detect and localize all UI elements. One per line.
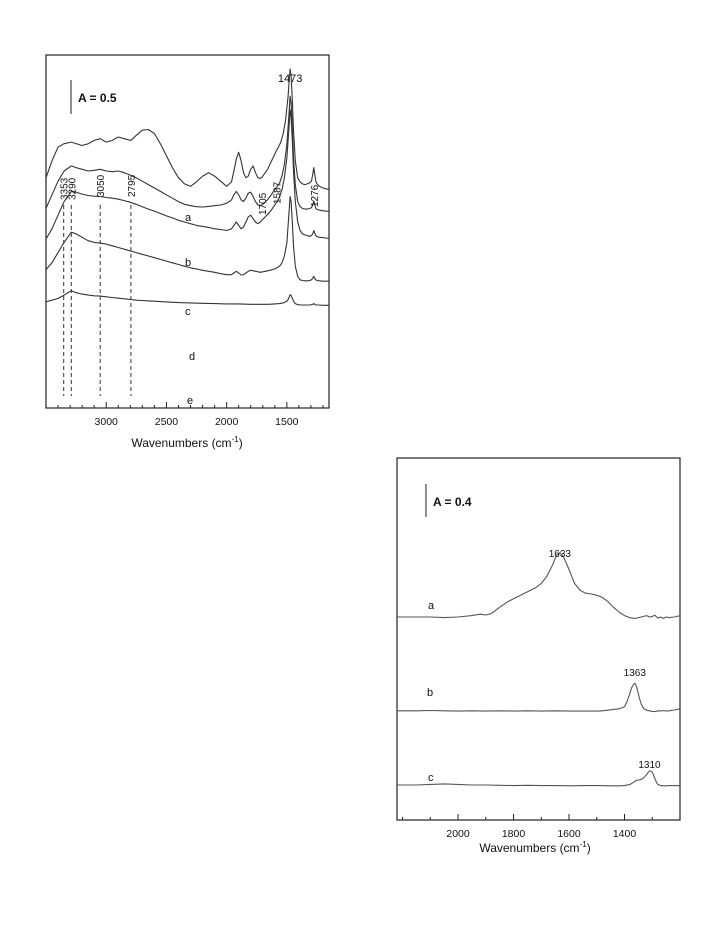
chart-2-series-label-b: b [427,687,433,699]
chart-1-dashed-markers [63,205,132,396]
chart-1-peak-label: 1276 [310,184,321,207]
chart-1-peak-label: 3290 [67,177,78,200]
chart-1-peak-label: 3353 [60,177,71,200]
chart-2-peak-label: 1633 [549,549,572,560]
chart-2-scale-bar: A = 0.4 [425,484,472,517]
chart-1-peak-label: 1705 [258,192,269,215]
chart-1-scale-bar-label: A = 0.5 [78,91,117,105]
chart-1-series-label-a: a [185,212,192,224]
chart-2-series-c [397,770,680,787]
chart-1-series-d [45,195,329,282]
chart-1-series-label-b: b [185,257,191,269]
chart-2-series-label-a: a [428,600,435,612]
chart-1: 3000 2500 2000 1500 Wavenumbers (cm-1) A = … [45,54,330,450]
chart-2-x-tick-label: 1800 [502,828,526,840]
chart-2-peak-labels: 1633 1363 1310 [549,549,661,771]
chart-1-curve-labels: a b c d e [185,212,195,407]
chart-2-x-axis: 2000 1800 1600 1400 [402,814,681,840]
chart-1-scale-bar: A = 0.5 [70,80,117,114]
chart-1-series-label-e: e [187,395,193,407]
chart-1-series-label-c: c [185,306,191,318]
chart-1-x-tick-label: 3000 [95,416,119,428]
chart-2-series-b [397,682,681,713]
chart-1-x-axis: 3000 2500 2000 1500 [57,402,324,428]
chart-2-peak-label: 1310 [638,760,661,771]
chart-1-series-b [45,95,330,213]
chart-1-peak-label: 2795 [127,174,138,197]
chart-2-series-a [397,552,681,619]
chart-1-series-e [45,290,329,306]
chart-2-traces [397,552,681,787]
chart-1-x-tick-label: 2500 [155,416,179,428]
chart-2-frame [396,457,681,821]
chart-2-scale-bar-label: A = 0.4 [433,495,472,509]
chart-1-series-label-d: d [189,351,195,363]
chart-1-series-c [45,109,330,240]
chart-2-x-tick-label: 1600 [557,828,581,840]
chart-1-traces [45,68,330,306]
chart-2-series-label-c: c [428,772,434,784]
chart-2: 2000 1800 1600 1400 Wavenumbers (cm-1) A = … [396,457,681,855]
chart-1-x-tick-label: 1500 [275,416,299,428]
chart-1-peak-label: 1473 [278,73,302,85]
chart-1-peak-label: 1587 [272,181,283,204]
chart-2-curve-labels: a b c [427,600,435,784]
chart-2-peak-label: 1363 [624,668,647,679]
chart-1-frame [45,54,330,409]
chart-1-peak-label: 3050 [96,174,107,197]
chart-1-x-axis-label: Wavenumbers (cm-1) [131,435,242,450]
chart-2-x-tick-label: 2000 [446,828,470,840]
chart-1-series-a [45,68,330,190]
chart-2-x-axis-label: Wavenumbers (cm-1) [479,840,590,855]
chart-2-x-tick-label: 1400 [613,828,637,840]
chart-1-x-tick-label: 2000 [215,416,239,428]
